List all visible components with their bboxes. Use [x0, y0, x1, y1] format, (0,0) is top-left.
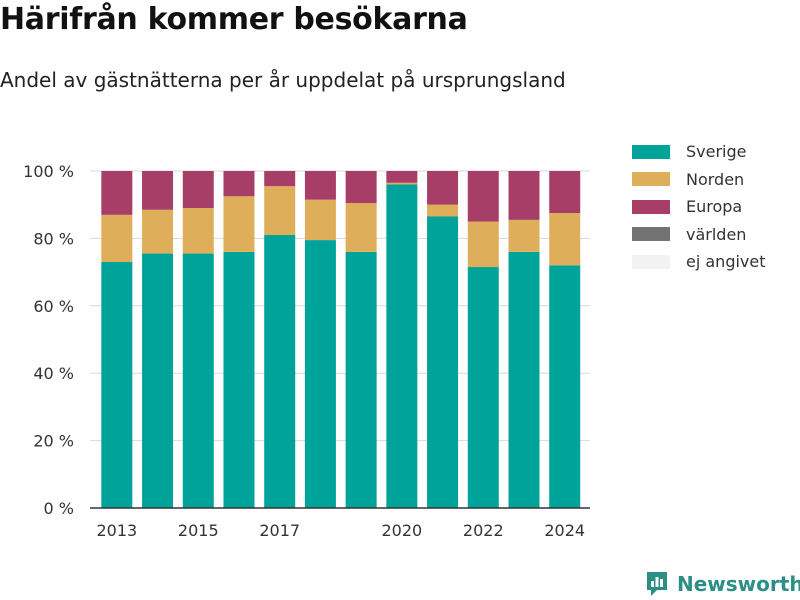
bar-norden-2023	[508, 219, 540, 252]
bar-europa-2014	[142, 171, 174, 210]
bar-norden-2021	[427, 204, 459, 217]
bar-norden-2024	[549, 213, 581, 266]
bar-sverige-2023	[508, 251, 540, 508]
bar-europa-2016	[223, 171, 255, 197]
x-tick-label: 2013	[96, 521, 137, 540]
y-tick-label: 0 %	[44, 499, 74, 518]
legend-item: världen	[632, 221, 766, 249]
y-tick-label: 100 %	[23, 162, 74, 181]
bar-sverige-2018	[304, 240, 336, 508]
legend-swatch	[632, 172, 670, 187]
bar-norden-2014	[142, 209, 174, 254]
bar-sverige-2024	[549, 265, 581, 508]
legend-swatch	[632, 254, 670, 269]
legend-swatch	[632, 227, 670, 242]
bar-norden-2016	[223, 196, 255, 252]
y-tick-label: 80 %	[33, 229, 74, 248]
bar-europa-2024	[549, 171, 581, 214]
bar-sverige-2014	[142, 253, 174, 508]
bar-norden-2017	[264, 186, 296, 236]
bar-europa-2019	[345, 171, 377, 204]
bar-europa-2018	[304, 171, 336, 200]
x-tick-label: 2020	[381, 521, 422, 540]
legend-item: Europa	[632, 193, 766, 221]
chart-subtitle: Andel av gästnätterna per år uppdelat på…	[0, 68, 566, 92]
newsworthy-logo-icon	[647, 572, 667, 596]
bar-europa-2020	[386, 171, 418, 183]
legend-label: världen	[686, 224, 747, 244]
bar-norden-2018	[304, 199, 336, 241]
x-tick-label: 2024	[544, 521, 585, 540]
x-tick-label: 2015	[178, 521, 219, 540]
bar-sverige-2022	[467, 267, 499, 508]
legend-swatch	[632, 144, 670, 159]
bar-europa-2023	[508, 171, 540, 220]
x-tick-label: 2022	[463, 521, 504, 540]
bar-sverige-2016	[223, 251, 255, 508]
legend-swatch	[632, 199, 670, 214]
bar-sverige-2015	[182, 253, 214, 508]
bar-europa-2022	[467, 171, 499, 222]
legend-label: ej angivet	[686, 252, 766, 272]
brand-name: Newsworthy	[677, 572, 800, 596]
bar-sverige-2013	[101, 261, 133, 508]
bar-norden-2019	[345, 203, 377, 252]
y-tick-label: 60 %	[33, 297, 74, 316]
bar-europa-2021	[427, 171, 459, 205]
chart-title: Härifrån kommer besökarna	[0, 2, 468, 37]
bar-sverige-2019	[345, 251, 377, 508]
bar-norden-2015	[182, 208, 214, 254]
legend-item: Norden	[632, 166, 766, 194]
bar-norden-2022	[467, 221, 499, 268]
bar-europa-2017	[264, 171, 296, 187]
x-tick-label: 2017	[259, 521, 300, 540]
bar-norden-2020	[386, 182, 418, 185]
newsworthy-logo: Newsworthy	[645, 570, 800, 598]
y-tick-label: 40 %	[33, 364, 74, 383]
y-tick-label: 20 %	[33, 432, 74, 451]
bar-europa-2013	[101, 171, 133, 215]
bar-sverige-2021	[427, 216, 459, 508]
legend-label: Sverige	[686, 142, 747, 162]
legend-item: ej angivet	[632, 248, 766, 276]
legend: Sverige Norden Europa världen ej angivet	[632, 138, 766, 276]
legend-label: Norden	[686, 169, 745, 189]
legend-label: Europa	[686, 197, 743, 217]
legend-item: Sverige	[632, 138, 766, 166]
bar-europa-2015	[182, 171, 214, 209]
bar-norden-2013	[101, 214, 133, 262]
bar-sverige-2020	[386, 184, 418, 509]
bar-sverige-2017	[264, 235, 296, 508]
